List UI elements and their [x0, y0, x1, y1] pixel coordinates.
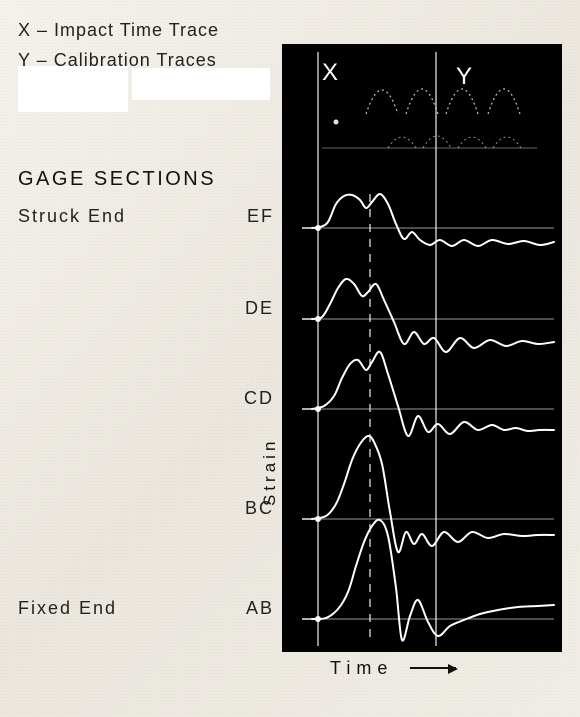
row-long-label [18, 388, 236, 409]
x-axis-text: Time [330, 658, 393, 678]
y-axis-label: Strain [260, 438, 280, 506]
oscilloscope-photo: XY [282, 44, 562, 652]
legend-x: X – Impact Time Trace [18, 18, 580, 42]
row-long-label [18, 298, 236, 319]
gage-sections-title: GAGE SECTIONS [18, 168, 216, 191]
row-long-label [18, 498, 236, 519]
row-short-label: AB [236, 598, 280, 619]
row-label-ef: Struck End EF [18, 206, 280, 227]
row-label-de: DE [18, 298, 280, 319]
row-label-cd: CD [18, 388, 280, 409]
row-long-label: Fixed End [18, 598, 236, 619]
row-label-ab: Fixed End AB [18, 598, 280, 619]
x-axis-label: Time [330, 658, 456, 679]
row-short-label: CD [236, 388, 280, 409]
row-long-label: Struck End [18, 206, 236, 227]
whiteout-patch [132, 68, 270, 100]
svg-text:Y: Y [456, 63, 473, 90]
arrow-right-icon [410, 667, 456, 669]
whiteout-patch [18, 66, 128, 112]
row-short-label: EF [236, 206, 280, 227]
row-label-bc: BC [18, 498, 280, 519]
row-short-label: DE [236, 298, 280, 319]
oscilloscope-traces-svg: XY [282, 44, 562, 652]
svg-text:X: X [322, 59, 339, 86]
